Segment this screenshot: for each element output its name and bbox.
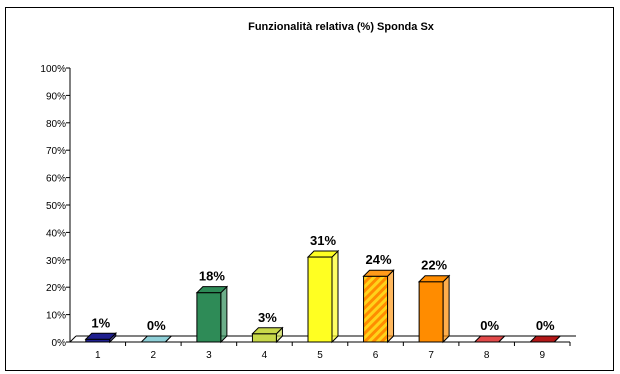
data-label: 22% (421, 258, 447, 273)
bar (417, 274, 451, 344)
bar-top-face (306, 250, 340, 258)
bar (84, 332, 117, 344)
bar-front-face (251, 333, 277, 343)
x-tick-label: 3 (206, 350, 212, 361)
bar-side-face (331, 249, 339, 344)
data-label: 24% (366, 252, 392, 267)
x-tick-label: 1 (95, 350, 101, 361)
y-tick-label: 30% (46, 256, 66, 267)
x-axis-depth-line (69, 335, 77, 343)
x-tick-label: 8 (484, 350, 490, 361)
bar-top-face (362, 269, 395, 277)
bar-front-face (196, 292, 222, 343)
bar-top-face (84, 332, 117, 340)
bar-top-face (417, 275, 451, 283)
bar-side-face (442, 274, 450, 344)
x-tick-label: 9 (539, 350, 545, 361)
data-label: 3% (258, 310, 277, 325)
data-label: 0% (480, 318, 499, 333)
x-tick-label: 4 (262, 350, 268, 361)
bar-front-face (363, 275, 389, 343)
x-tick-label: 6 (373, 350, 379, 361)
bar-front-face (307, 256, 333, 343)
bar-top-face (529, 335, 562, 343)
bar-front-face (418, 281, 444, 343)
bar-top-face (140, 335, 173, 343)
bar-side-face (387, 269, 395, 344)
bar-top-face (251, 327, 284, 335)
y-tick-label: 70% (46, 146, 66, 157)
bar-side-face (220, 285, 228, 344)
bar (529, 335, 562, 343)
data-label: 1% (91, 315, 110, 330)
bar (251, 326, 284, 344)
data-label: 0% (536, 318, 555, 333)
bar-top-face (473, 335, 506, 343)
bar (140, 335, 173, 343)
x-tick-label: 5 (317, 350, 323, 361)
y-tick-label: 0% (52, 338, 67, 349)
x-tick-label: 2 (151, 350, 157, 361)
bar (473, 335, 506, 343)
y-tick-label: 40% (46, 228, 66, 239)
bar-top-face (195, 286, 229, 294)
y-tick-label: 80% (46, 119, 66, 130)
x-tick-label: 7 (428, 350, 434, 361)
y-tick-label: 90% (46, 91, 66, 102)
chart-title: Funzionalità relativa (%) Sponda Sx (248, 21, 435, 33)
y-tick-label: 50% (46, 201, 66, 212)
bar (306, 249, 340, 344)
bar (195, 285, 229, 344)
data-label: 31% (310, 233, 336, 248)
data-label: 18% (199, 269, 225, 284)
y-tick-label: 60% (46, 174, 66, 185)
y-tick-label: 20% (46, 283, 66, 294)
bar (362, 269, 395, 344)
y-tick-label: 100% (40, 64, 66, 75)
data-label: 0% (147, 318, 166, 333)
y-tick-label: 10% (46, 311, 66, 322)
